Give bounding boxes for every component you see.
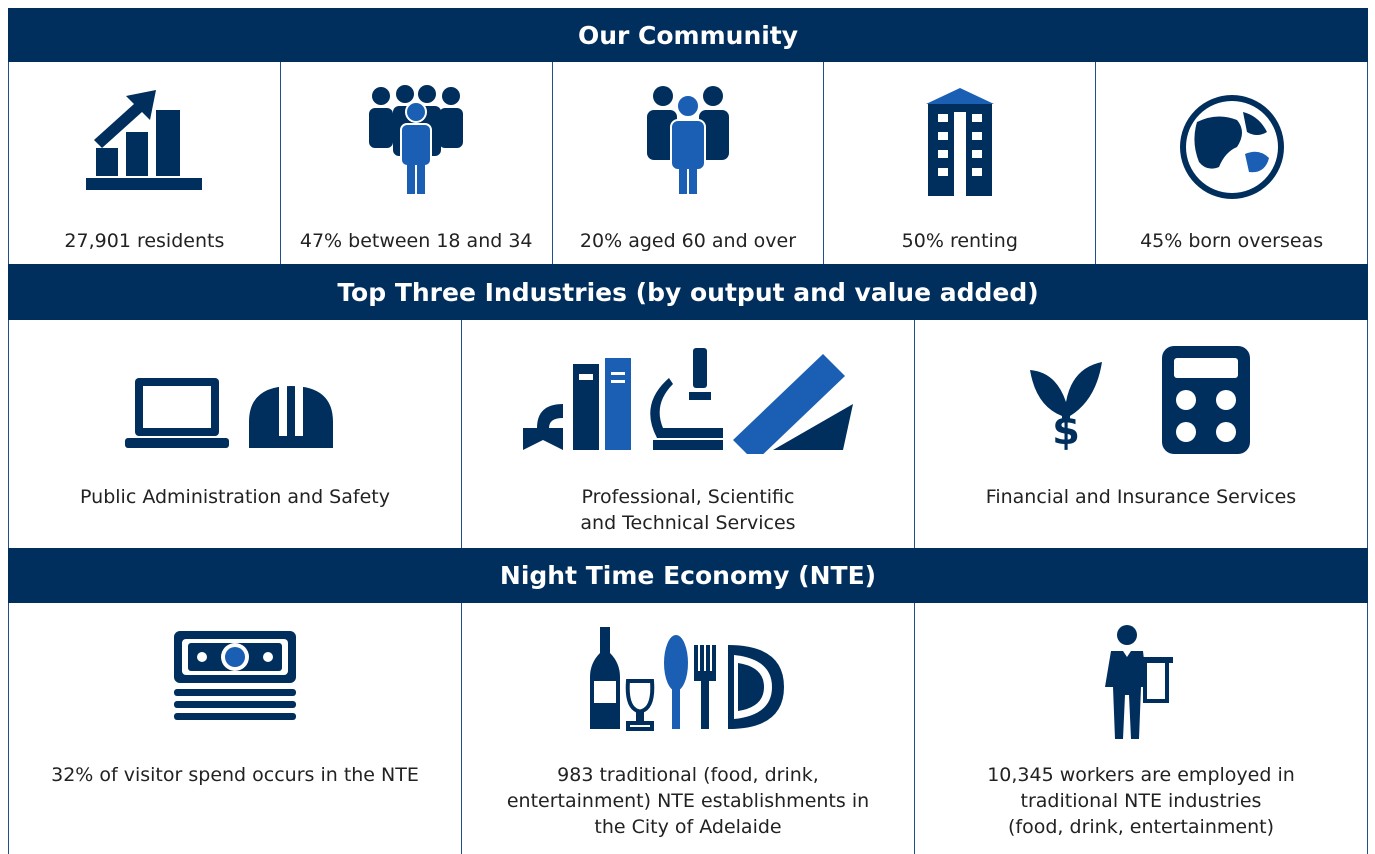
- cell: 10,345 workers are employed in traditiona…: [915, 603, 1367, 854]
- icon: [86, 90, 203, 190]
- caption: 45% born overseas: [1096, 228, 1367, 254]
- caption: 50% renting: [824, 228, 1095, 254]
- section-header: Night Time Economy (NTE): [8, 548, 1368, 603]
- caption-line: the City of Adelaide: [594, 816, 782, 838]
- caption-line: Financial and Insurance Services: [985, 486, 1297, 508]
- caption-line: 20% aged 60 and over: [579, 230, 797, 252]
- caption-line: 27,901 residents: [64, 230, 225, 252]
- caption-line: 45% born overseas: [1140, 230, 1324, 252]
- icon: [523, 348, 853, 454]
- caption: Professional, Scientific and Technical Se…: [462, 484, 914, 536]
- caption: 10,345 workers are employed in traditiona…: [915, 762, 1367, 840]
- cell: 50% renting: [824, 62, 1097, 264]
- caption: 983 traditional (food, drink, entertainme…: [462, 762, 914, 840]
- cell: 27,901 residents: [9, 62, 281, 264]
- caption-line: 983 traditional (food, drink,: [557, 764, 819, 786]
- caption: Financial and Insurance Services: [915, 484, 1367, 510]
- section-row: Public Administration and Safety Profess…: [8, 320, 1368, 548]
- caption-line: 47% between 18 and 34: [299, 230, 533, 252]
- caption-line: and Technical Services: [580, 512, 796, 534]
- cell: $ Financial and Insurance Services: [915, 320, 1367, 548]
- cell: Professional, Scientific and Technical Se…: [462, 320, 915, 548]
- icon: $: [1030, 346, 1250, 454]
- section-header: Top Three Industries (by output and valu…: [8, 264, 1368, 320]
- caption: Public Administration and Safety: [9, 484, 461, 510]
- icon-glyph: $: [1052, 408, 1080, 454]
- caption: 27,901 residents: [9, 228, 280, 254]
- icon: [369, 85, 464, 194]
- caption: 32% of visitor spend occurs in the NTE: [9, 762, 461, 788]
- icon: [1105, 625, 1173, 739]
- caption: 20% aged 60 and over: [553, 228, 824, 254]
- section-row: 32% of visitor spend occurs in the NTE 9…: [8, 603, 1368, 854]
- caption-line: traditional NTE industries: [1020, 790, 1262, 812]
- caption-line: 10,345 workers are employed in: [987, 764, 1295, 786]
- cell: 47% between 18 and 34: [281, 62, 553, 264]
- caption-line: (food, drink, entertainment): [1008, 816, 1274, 838]
- section-header: Our Community: [8, 8, 1368, 62]
- icon: [174, 631, 296, 720]
- cell: Public Administration and Safety: [9, 320, 462, 548]
- cell: 20% aged 60 and over: [553, 62, 825, 264]
- cell: 45% born overseas: [1096, 62, 1367, 264]
- caption-line: 32% of visitor spend occurs in the NTE: [51, 764, 419, 786]
- icon: [925, 88, 994, 196]
- icon: [590, 627, 784, 731]
- caption-line: entertainment) NTE establishments in: [506, 790, 870, 812]
- caption-line: Professional, Scientific: [581, 486, 795, 508]
- caption: 47% between 18 and 34: [281, 228, 552, 254]
- caption-line: Public Administration and Safety: [80, 486, 390, 508]
- caption-line: 50% renting: [901, 230, 1018, 252]
- cell: 32% of visitor spend occurs in the NTE: [9, 603, 462, 854]
- section-row: 27,901 residents 47% between 18 and 34 2…: [8, 62, 1368, 264]
- icon: [125, 378, 333, 448]
- icon: [646, 86, 729, 194]
- icon: [1179, 95, 1284, 199]
- cell: 983 traditional (food, drink, entertainme…: [462, 603, 915, 854]
